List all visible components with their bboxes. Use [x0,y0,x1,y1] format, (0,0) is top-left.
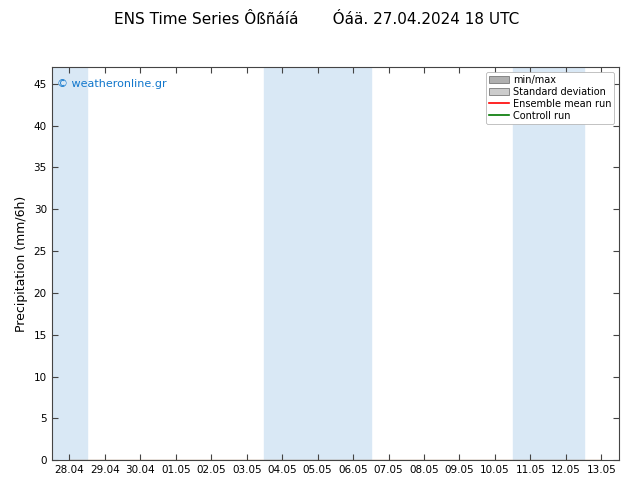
Legend: min/max, Standard deviation, Ensemble mean run, Controll run: min/max, Standard deviation, Ensemble me… [486,72,614,123]
Bar [264,67,371,460]
Y-axis label: Precipitation (mm/6h): Precipitation (mm/6h) [15,196,28,332]
Bar [513,67,583,460]
Bar [51,67,87,460]
Text: © weatheronline.gr: © weatheronline.gr [57,79,167,89]
Text: ENS Time Series Ôßñáíá       Óáä. 27.04.2024 18 UTC: ENS Time Series Ôßñáíá Óáä. 27.04.2024 1… [114,12,520,27]
